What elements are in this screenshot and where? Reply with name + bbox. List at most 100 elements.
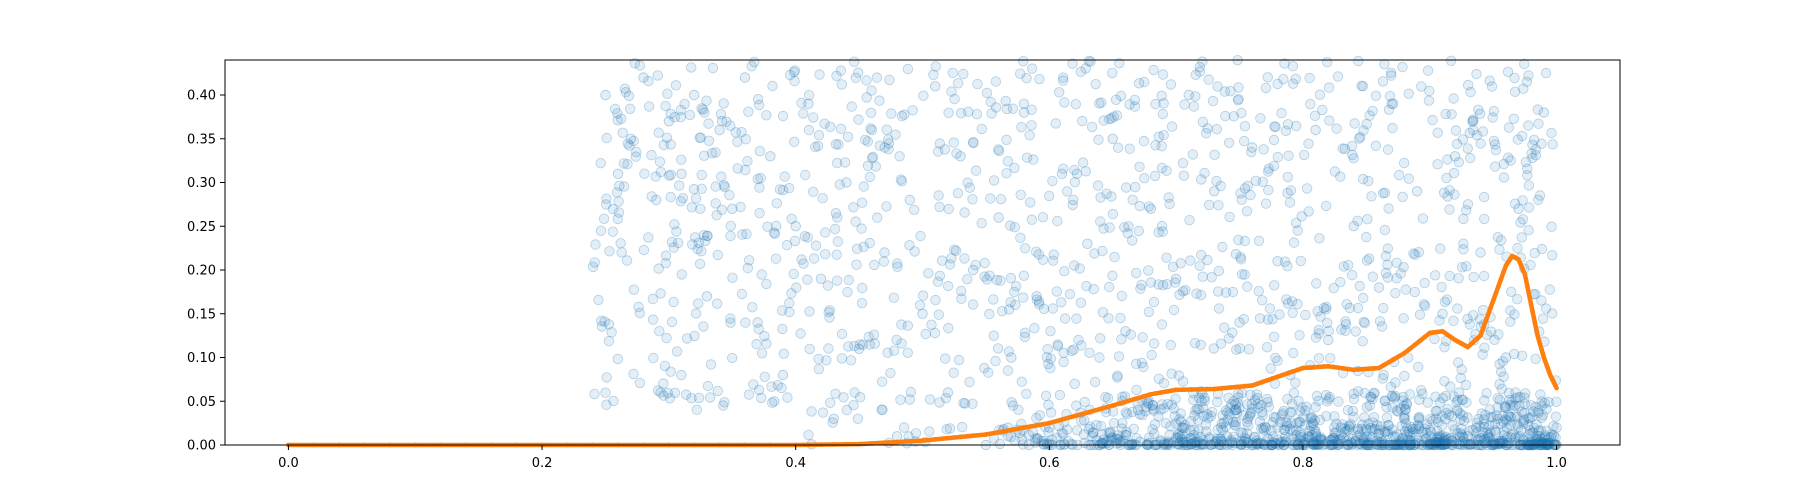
scatter-point (766, 381, 777, 392)
scatter-point (853, 114, 864, 125)
scatter-point (1300, 405, 1311, 416)
scatter-point (1079, 437, 1090, 449)
density-curve-point (1483, 319, 1488, 324)
scatter-point (1397, 432, 1408, 444)
scatter-point (1066, 438, 1077, 450)
scatter-point (611, 187, 623, 198)
scatter-point (1075, 66, 1087, 78)
axes-frame (224, 59, 1621, 446)
scatter-point (934, 201, 945, 213)
scatter-point (1430, 405, 1442, 417)
scatter-point (1327, 432, 1339, 444)
scatter-point (1323, 325, 1335, 337)
scatter-point (939, 144, 951, 155)
density-curve-point (1260, 379, 1265, 385)
scatter-point (964, 182, 976, 193)
scatter-point (1532, 438, 1544, 449)
scatter-point (1291, 430, 1302, 441)
scatter-point (1417, 213, 1429, 224)
scatter-point (1332, 438, 1343, 449)
scatter-point (1058, 163, 1069, 174)
scatter-point (1220, 405, 1232, 416)
scatter-point (1506, 396, 1517, 408)
scatter-point (690, 232, 701, 243)
scatter-point (631, 146, 642, 158)
scatter-point (1471, 422, 1482, 434)
scatter-point (1551, 422, 1562, 433)
scatter-point (1379, 187, 1391, 199)
scatter-point (652, 70, 664, 81)
scatter-point (1135, 283, 1146, 295)
scatter-point (1533, 425, 1544, 437)
scatter-point (1444, 185, 1455, 196)
scatter-point (658, 378, 669, 389)
scatter-point (1536, 412, 1547, 424)
scatter-point (1546, 221, 1557, 232)
scatter-point (1408, 248, 1419, 259)
scatter-point (681, 333, 693, 344)
scatter-point (1310, 439, 1321, 450)
scatter-point (1368, 412, 1380, 423)
scatter-point (1224, 409, 1235, 420)
scatter-point (754, 207, 765, 219)
scatter-point (1275, 416, 1286, 428)
scatter-point (718, 98, 729, 109)
scatter-point (952, 78, 964, 89)
scatter-point (1494, 438, 1505, 449)
scatter-point (761, 338, 772, 349)
scatter-point (1224, 402, 1236, 414)
scatter-point (1311, 390, 1323, 402)
scatter-point (687, 239, 698, 250)
density-curve-point (1097, 406, 1103, 412)
density-curve-point (1325, 363, 1331, 369)
scatter-point (1365, 392, 1376, 403)
scatter-point (1253, 286, 1264, 297)
scatter-point (599, 316, 610, 327)
scatter-point (1489, 139, 1501, 150)
scatter-point (1523, 413, 1534, 424)
scatter-point (1370, 439, 1382, 450)
scatter-point (1191, 403, 1203, 415)
scatter-point (612, 353, 624, 365)
scatter-point (1067, 199, 1078, 211)
scatter-point (1361, 231, 1372, 243)
scatter-point (774, 184, 786, 195)
scatter-point (833, 139, 844, 150)
scatter-point (759, 371, 770, 383)
scatter-point (1287, 307, 1298, 319)
scatter-point (1484, 75, 1495, 86)
scatter-point (1540, 303, 1552, 314)
scatter-point (1479, 421, 1490, 433)
scatter-point (1377, 188, 1389, 199)
scatter-point (648, 352, 659, 364)
scatter-point (1284, 424, 1296, 435)
scatter-point (1290, 120, 1302, 132)
scatter-point (1400, 404, 1411, 415)
scatter-point (1481, 388, 1492, 399)
scatter-point (1173, 438, 1184, 450)
scatter-point (1233, 82, 1244, 93)
scatter-point (1098, 223, 1109, 234)
scatter-point (1536, 243, 1548, 255)
density-curve-point (1417, 338, 1422, 344)
scatter-point (613, 207, 625, 218)
scatter-point (1443, 409, 1455, 421)
scatter-point (1251, 435, 1263, 447)
scatter-point (1294, 330, 1305, 341)
scatter-point (1220, 421, 1232, 432)
scatter-point (1445, 432, 1457, 444)
scatter-point (1440, 439, 1452, 450)
scatter-point (796, 254, 807, 265)
density-curve-layer (286, 253, 1559, 448)
scatter-point (1233, 234, 1244, 246)
scatter-point (1303, 430, 1314, 442)
scatter-point (1165, 339, 1177, 351)
scatter-point (1523, 202, 1535, 213)
scatter-point (1320, 304, 1332, 315)
scatter-point (1514, 401, 1525, 412)
scatter-point (1475, 138, 1486, 149)
density-curve-point (1275, 374, 1280, 380)
scatter-point (1282, 171, 1294, 183)
scatter-point (813, 364, 825, 375)
scatter-point (1272, 78, 1283, 90)
